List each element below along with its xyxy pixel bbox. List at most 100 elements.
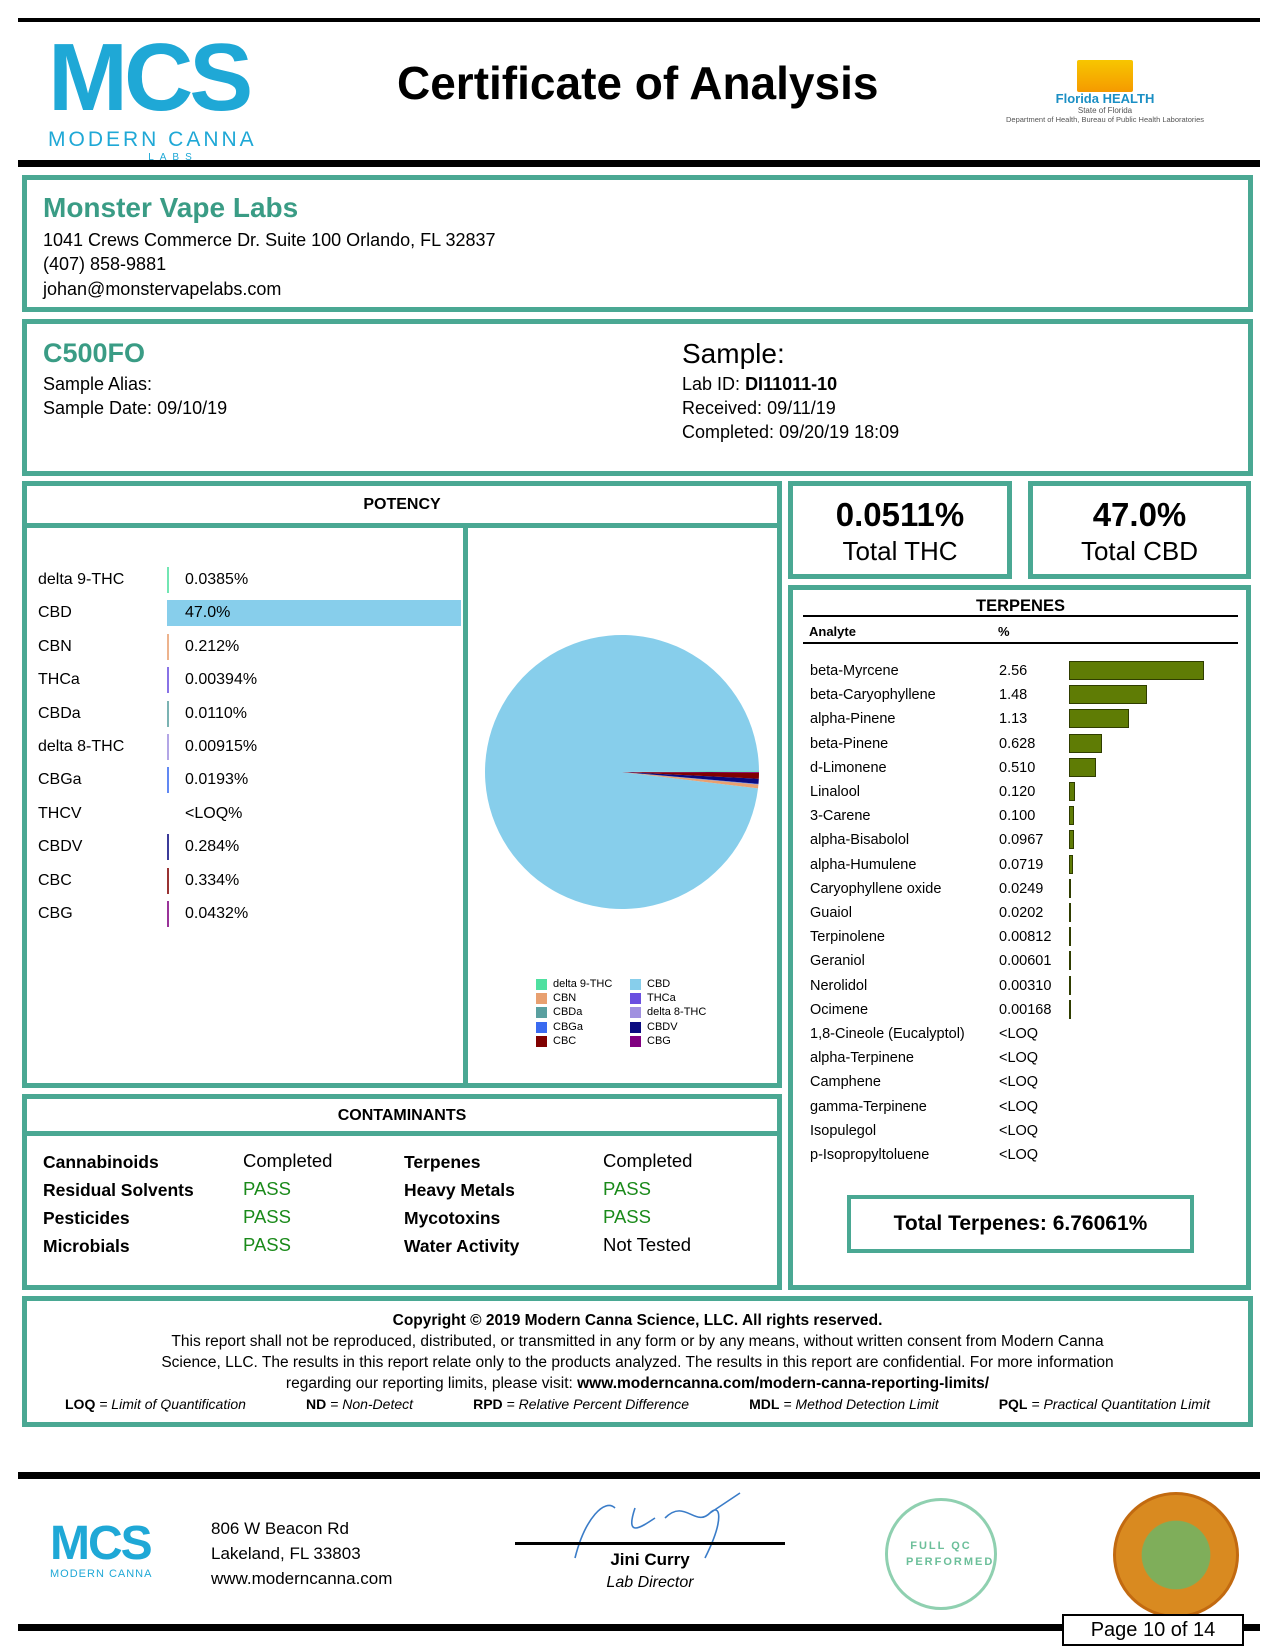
- client-email: johan@monstervapelabs.com: [43, 279, 282, 299]
- sample-date-label: Sample Date:: [43, 398, 153, 418]
- sample-alias: Sample Alias:: [43, 374, 152, 395]
- signature-line: [515, 1542, 785, 1545]
- received: Received: 09/11/19: [682, 398, 836, 419]
- footer-mcs-logo: MCS MODERN CANNA: [50, 1520, 175, 1581]
- terpene-bar: [1069, 903, 1071, 922]
- terpene-name: d-Limonene: [810, 759, 887, 776]
- sample-heading: Sample:: [682, 338, 785, 369]
- footer-web[interactable]: www.moderncanna.com: [211, 1569, 393, 1588]
- terpene-bar: [1069, 709, 1129, 729]
- reporting-limits-link[interactable]: www.moderncanna.com/modern-canna-reporti…: [577, 1375, 990, 1392]
- pie-slice-cbdv: [622, 772, 759, 784]
- terpene-value: 0.100: [999, 808, 1036, 825]
- legend-item: CBDV: [630, 1021, 678, 1034]
- terpene-bar: [1069, 975, 1071, 995]
- terpene-name: gamma-Terpinene: [810, 1098, 927, 1115]
- col-analyte: Analyte: [809, 624, 856, 639]
- legend-swatch: [630, 993, 641, 1005]
- terpene-name: alpha-Pinene: [810, 711, 896, 728]
- mcs-logo: MCS MODERN CANNA LABS: [48, 30, 298, 164]
- potency-title: POTENCY: [363, 496, 441, 513]
- terpene-name: Linalool: [810, 784, 860, 800]
- legal-line-3-text: regarding our reporting limits, please v…: [285, 1375, 578, 1392]
- total-cbd-box: 47.0% Total CBD: [1028, 481, 1251, 579]
- fl-health-text: Florida HEALTH: [1055, 91, 1155, 106]
- terpene-value: 0.00812: [999, 929, 1052, 946]
- legend-swatch: [536, 1007, 547, 1019]
- terpene-bar: [1069, 878, 1071, 898]
- pie-slice-cbc: [622, 772, 759, 779]
- terpene-name: Guaiol: [810, 905, 852, 921]
- potency-divider: [463, 524, 468, 1084]
- abbr-key: ND: [306, 1396, 327, 1412]
- terpene-bar: [1069, 757, 1096, 777]
- potency-name: CBC: [38, 871, 72, 889]
- terpene-value: 0.0249: [999, 880, 1044, 897]
- terpene-bar: [1069, 782, 1076, 801]
- sun-icon: [1077, 60, 1133, 92]
- legend-swatch: [630, 979, 641, 990]
- potency-value: 0.0432%: [185, 905, 249, 922]
- col-pct: %: [998, 624, 1010, 639]
- potency-name: CBDa: [38, 704, 81, 722]
- potency-bar: [167, 600, 461, 627]
- legend-item: CBN: [536, 992, 576, 1005]
- lab-id: Lab ID: DI11011-10: [682, 374, 837, 395]
- sample-alias-label: Sample Alias:: [43, 374, 153, 394]
- pie-slice-cbga: [622, 772, 759, 785]
- lab-id-label: Lab ID:: [682, 374, 741, 394]
- logo-labs: LABS: [148, 152, 198, 163]
- potency-name: THCa: [38, 671, 80, 689]
- pie-slice-cbd: [484, 634, 759, 909]
- completed-value: 09/20/19 18:09: [779, 422, 900, 442]
- potency-name: CBG: [38, 905, 73, 922]
- page-title: Certificate of Analysis: [397, 57, 879, 109]
- client-name: Monster Vape Labs: [43, 192, 299, 223]
- contaminant-status: PASS: [603, 1206, 651, 1227]
- legend-swatch: [630, 1035, 641, 1047]
- sample-box: C500FO Sample Alias: Sample Date: 09/10/…: [22, 319, 1253, 476]
- potency-value: 0.00394%: [185, 671, 258, 689]
- terpene-name: beta-Caryophyllene: [810, 687, 936, 704]
- abbreviations: LOQ = Limit of Quantification ND = Non-De…: [27, 1394, 1248, 1415]
- abbreviation: RPD = Relative Percent Difference: [473, 1394, 689, 1415]
- terpene-value: 0.0202: [999, 905, 1044, 921]
- footer-addr2: Lakeland, FL 33803: [211, 1544, 361, 1563]
- potency-value: <LOQ%: [185, 804, 243, 822]
- contaminants-title: CONTAMINANTS: [337, 1107, 467, 1124]
- contaminant-status: PASS: [243, 1234, 291, 1255]
- legend-label: delta 8-THC: [647, 1006, 707, 1019]
- pie-slice-cbn: [622, 772, 759, 789]
- pie-slice-cbg: [622, 772, 759, 773]
- potency-name: CBGa: [38, 771, 82, 789]
- contaminant-label: Residual Solvents: [43, 1180, 194, 1200]
- terpene-name: beta-Myrcene: [810, 663, 899, 679]
- potency-value: 0.00915%: [185, 738, 258, 755]
- terpene-value: 0.628: [999, 735, 1036, 752]
- terpene-name: alpha-Bisabolol: [810, 832, 910, 849]
- potency-value: 0.0110%: [185, 704, 247, 722]
- legend-label: delta 9-THC: [553, 978, 613, 990]
- total-thc-box: 0.0511% Total THC: [788, 481, 1012, 579]
- page-number: Page 10 of 14: [1062, 1614, 1244, 1646]
- terpene-bar: [1069, 951, 1071, 971]
- abbreviation: PQL = Practical Quantitation Limit: [999, 1394, 1210, 1415]
- terpene-bar: [1069, 685, 1148, 705]
- abbr-def: = Practical Quantitation Limit: [1027, 1396, 1210, 1412]
- contaminant-label: Terpenes: [404, 1152, 481, 1172]
- legend-label: THCa: [647, 992, 676, 1005]
- legal-line-2: Science, LLC. The results in this report…: [161, 1354, 1114, 1371]
- footer-logo-sub: MODERN CANNA: [50, 1568, 153, 1580]
- client-phone: (407) 858-9881: [43, 254, 167, 274]
- full-qc-badge-icon: FULL QC PERFORMED: [885, 1498, 997, 1610]
- header-rule: [18, 160, 1260, 167]
- terpenes-title: TERPENES: [976, 597, 1065, 615]
- terpene-value: <LOQ: [999, 1074, 1039, 1091]
- abbr-key: MDL: [749, 1396, 780, 1412]
- abbr-def: = Limit of Quantification: [95, 1396, 246, 1412]
- terpene-value: 0.00310: [999, 977, 1052, 994]
- terpene-name: 1,8-Cineole (Eucalyptol): [810, 1026, 965, 1042]
- terpene-value: 0.00168: [999, 1001, 1052, 1018]
- abbreviation: MDL = Method Detection Limit: [749, 1394, 938, 1415]
- abbr-key: PQL: [998, 1396, 1028, 1412]
